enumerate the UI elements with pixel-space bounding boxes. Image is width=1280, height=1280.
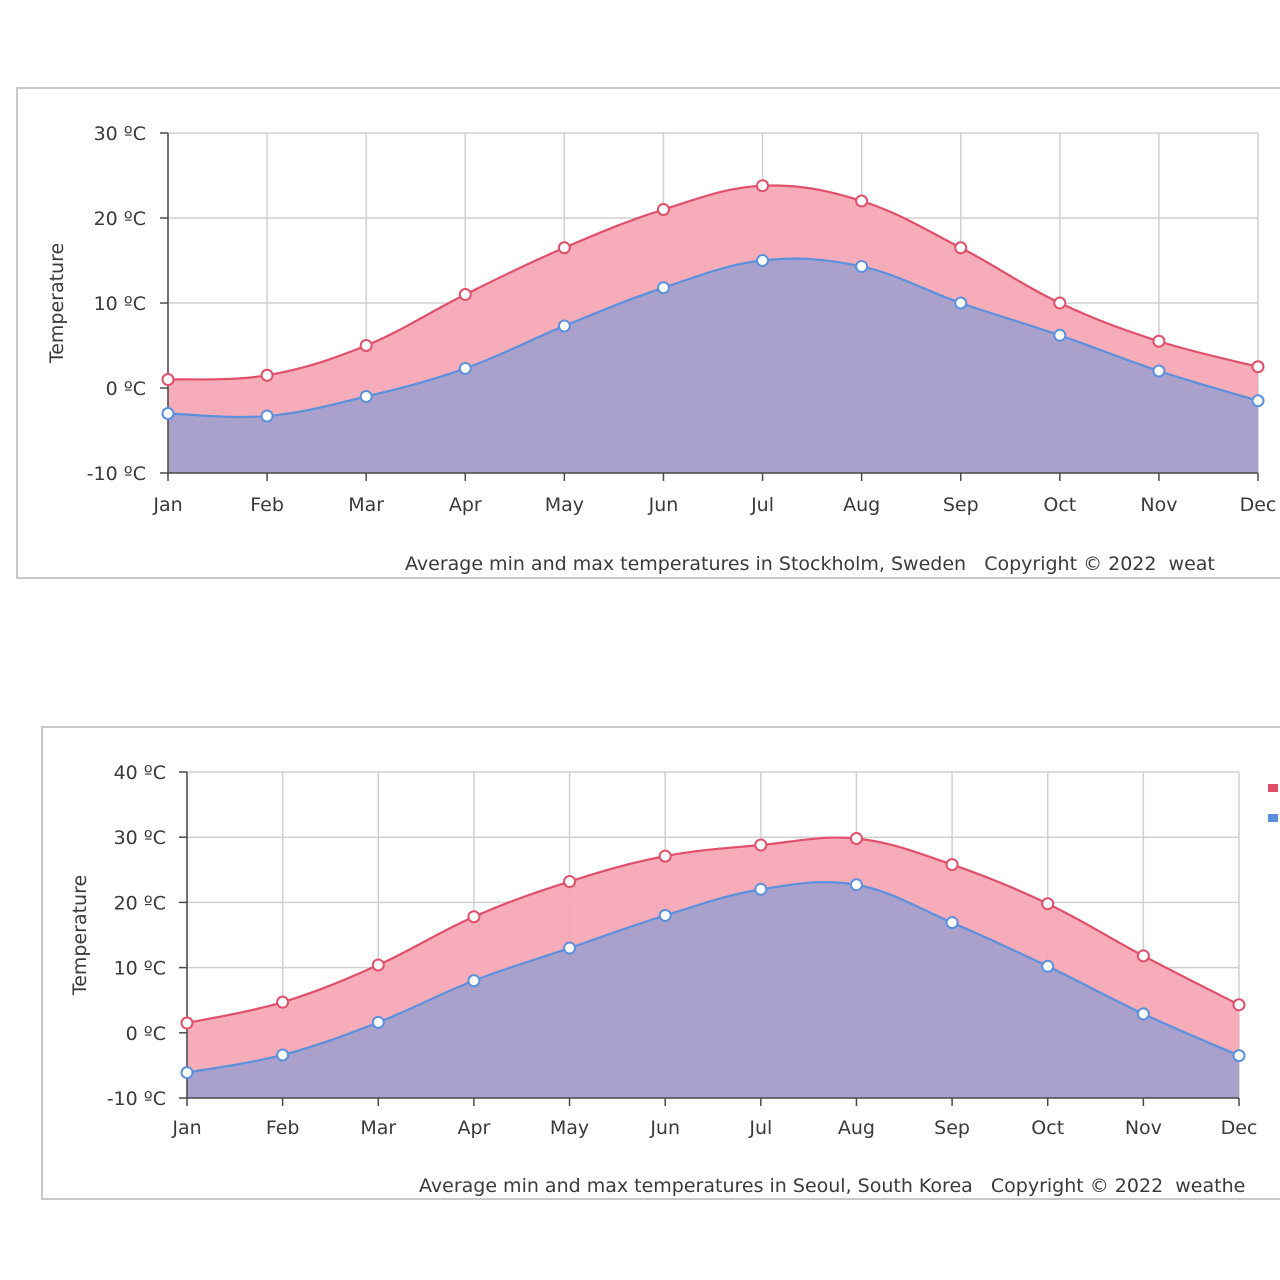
min-temperature-point-jun[interactable] [658, 908, 672, 922]
y-axis-title: Temperature [69, 875, 91, 996]
max-temperature-point-apr[interactable] [458, 288, 472, 301]
x-tick-label: Jun [648, 494, 679, 516]
min-temperature-point-dec[interactable] [1251, 394, 1265, 408]
y-tick-label: 0 ºC [126, 1023, 166, 1045]
min-temperature-point-oct[interactable] [1053, 328, 1067, 342]
chart-panel-seoul: 40 ºC 30 ºC 20 ºC 10 ºC 0 ºC -10 ºC Jan Feb Mar A… [41, 726, 1280, 1200]
x-tick-label: May [545, 494, 584, 516]
min-temperature-point-apr[interactable] [458, 361, 472, 375]
x-tick-label: Dec [1240, 494, 1277, 516]
min-temperature-point-mar[interactable] [359, 390, 373, 403]
max-temperature-point-sep[interactable] [954, 241, 968, 255]
max-temperature-point-feb[interactable] [260, 368, 274, 382]
max-temperature-point-jun[interactable] [656, 203, 670, 216]
chart-stockholm: 30 ºC 20 ºC 10 ºC 0 ºC -10 ºC Jan Feb Mar Apr May… [46, 123, 1277, 575]
x-tick-label: Mar [360, 1117, 396, 1139]
legend [1268, 784, 1278, 822]
min-temperature-point-nov[interactable] [1136, 1007, 1150, 1021]
y-tick-label: -10 ºC [107, 1088, 166, 1110]
x-tick-label: Feb [266, 1117, 300, 1139]
x-tick-label: Apr [449, 494, 482, 516]
max-temperature-point-jul[interactable] [756, 179, 770, 193]
min-temperature-point-feb[interactable] [260, 409, 274, 423]
y-tick-label: 40 ºC [114, 762, 166, 784]
x-tick-label: Feb [250, 494, 284, 516]
y-tick-label: 0 ºC [106, 378, 146, 400]
min-temperature-point-sep[interactable] [945, 916, 959, 930]
max-temperature-point-nov[interactable] [1136, 949, 1150, 963]
max-temperature-point-dec[interactable] [1232, 998, 1246, 1012]
x-tick-label: Nov [1140, 494, 1177, 516]
max-temperature-point-may[interactable] [557, 241, 571, 255]
y-tick-label: 10 ºC [114, 958, 166, 980]
min-temperature-point-jan[interactable] [180, 1066, 194, 1080]
min-temperature-point-aug[interactable] [849, 878, 863, 892]
max-temperature-point-dec[interactable] [1251, 360, 1265, 374]
x-tick-label: Oct [1031, 1117, 1064, 1139]
min-temperature-point-feb[interactable] [276, 1048, 290, 1062]
x-tick-label: Jan [171, 1117, 201, 1139]
max-temperature-point-mar[interactable] [359, 339, 373, 352]
min-temperature-point-mar[interactable] [371, 1015, 385, 1029]
min-temperature-point-aug[interactable] [855, 259, 869, 273]
max-temperature-point-mar[interactable] [371, 958, 385, 972]
max-temperature-line [186, 836, 1240, 1025]
max-temperature-point-apr[interactable] [467, 910, 481, 924]
min-temperature-point-jul[interactable] [754, 882, 768, 896]
x-tick-label: Jul [748, 1117, 772, 1139]
y-tick-label: -10 ºC [87, 463, 146, 485]
y-tick-label: 30 ºC [114, 827, 166, 849]
max-temperature-point-oct[interactable] [1053, 296, 1067, 310]
max-temperature-point-nov[interactable] [1152, 334, 1166, 348]
y-tick-label: 10 ºC [94, 293, 146, 315]
x-tick-label: Oct [1043, 494, 1076, 516]
x-tick-label: Jan [152, 494, 182, 516]
x-tick-label: Jul [750, 494, 774, 516]
min-temperature-line [186, 881, 1240, 1074]
max-temperature-point-aug[interactable] [855, 194, 869, 208]
y-tick-label: 30 ºC [94, 123, 146, 145]
legend-swatch-max [1268, 784, 1278, 792]
y-axis-title: Temperature [46, 243, 68, 364]
x-tick-label: Sep [934, 1117, 970, 1139]
max-temperature-point-jun[interactable] [658, 849, 672, 863]
x-tick-label: Aug [838, 1117, 875, 1139]
min-temperature-point-jan[interactable] [161, 407, 175, 420]
min-temperature-point-nov[interactable] [1152, 364, 1166, 378]
x-tick-label: Dec [1221, 1117, 1258, 1139]
max-temperature-point-jan[interactable] [180, 1016, 194, 1030]
max-temperature-point-oct[interactable] [1041, 897, 1055, 911]
min-temperature-point-jun[interactable] [656, 281, 670, 295]
x-tick-label: Nov [1125, 1117, 1162, 1139]
min-temperature-area [187, 882, 1239, 1098]
legend-swatch-min [1268, 814, 1278, 822]
x-tick-label: Apr [457, 1117, 490, 1139]
chart-panel-stockholm: 30 ºC 20 ºC 10 ºC 0 ºC -10 ºC Jan Feb Mar Apr May… [16, 87, 1280, 579]
max-temperature-point-jan[interactable] [161, 373, 175, 386]
max-temperature-point-sep[interactable] [945, 858, 959, 872]
min-temperature-point-sep[interactable] [954, 296, 968, 310]
chart-caption: Average min and max temperatures in Stoc… [405, 553, 1215, 575]
max-temperature-point-jul[interactable] [754, 838, 768, 852]
max-temperature-point-may[interactable] [563, 875, 577, 889]
x-tick-label: Aug [843, 494, 880, 516]
chart-caption: Average min and max temperatures in Seou… [419, 1175, 1245, 1197]
max-temperature-point-aug[interactable] [849, 832, 863, 846]
x-tick-label: Mar [348, 494, 384, 516]
min-temperature-point-may[interactable] [563, 941, 577, 955]
x-tick-label: Sep [943, 494, 979, 516]
max-temperature-point-feb[interactable] [276, 995, 290, 1009]
y-tick-label: 20 ºC [114, 892, 166, 914]
x-tick-label: May [550, 1117, 589, 1139]
x-tick-label: Jun [649, 1117, 680, 1139]
y-tick-label: 20 ºC [94, 208, 146, 230]
min-temperature-point-dec[interactable] [1232, 1049, 1246, 1063]
min-temperature-point-apr[interactable] [467, 974, 481, 988]
min-temperature-point-oct[interactable] [1041, 959, 1055, 973]
min-temperature-point-may[interactable] [557, 319, 571, 333]
min-temperature-point-jul[interactable] [756, 254, 770, 267]
